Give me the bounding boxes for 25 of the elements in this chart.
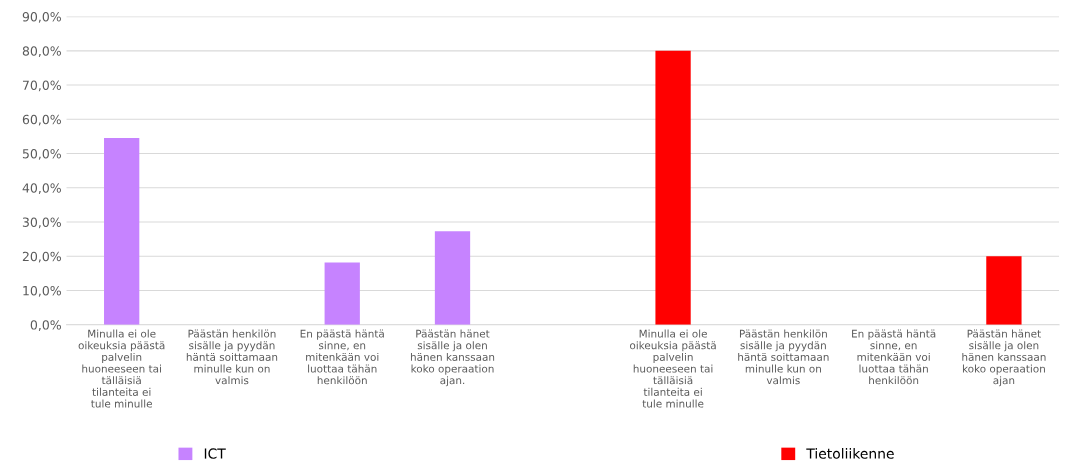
x-tick-label: Minulla ei ole oikeuksia päästä palvelin huoneeseen tai tälläisiä tilanteita ei tule minulle xyxy=(78,329,165,408)
y-tick-label: 70,0% xyxy=(22,80,61,92)
bar xyxy=(434,231,471,325)
y-tick-label: 50,0% xyxy=(22,149,61,160)
y-tick-label: 40,0% xyxy=(22,183,61,194)
x-tick-label: En päästä häntä sinne, en mitenkään voi luottaa tähän henkilöön xyxy=(852,329,936,385)
bar xyxy=(655,50,691,325)
x-tick-label: Päästän hänet sisälle ja olen hänen kanssaan koko operaation ajan. xyxy=(410,329,495,387)
y-tick-label: 80,0% xyxy=(22,46,61,58)
legend-label: Tietoliikenne xyxy=(806,448,894,459)
y-tick-label: 20,0% xyxy=(22,251,61,263)
y-tick-label: 0,0% xyxy=(30,320,61,331)
legend-label: ICT xyxy=(204,448,226,459)
x-tick-label: Päästän henkilön sisälle ja pyydän häntä soittamaan minulle kun on valmis xyxy=(186,329,278,385)
x-tick-label: Päästän hänet sisälle ja olen hänen kanssaan koko operaation ajan xyxy=(962,329,1046,387)
y-tick-label: 30,0% xyxy=(22,217,61,229)
x-tick-label: Päästän henkilön sisälle ja pyydän häntä soittamaan minulle kun on valmis xyxy=(738,329,829,385)
bar xyxy=(986,256,1022,325)
bar xyxy=(324,262,360,325)
x-tick-label: En päästä häntä sinne, en mitenkään voi luottaa tähän henkilöön xyxy=(300,329,384,385)
y-tick-label: 10,0% xyxy=(23,285,61,297)
x-tick-label: Minulla ei ole oikeuksia päästä palvelin huoneeseen tai tälläisiä tilanteita ei tule minulle xyxy=(630,329,716,408)
y-tick-label: 60,0% xyxy=(22,114,61,126)
y-tick-label: 90,0% xyxy=(22,12,61,23)
bar xyxy=(104,138,140,325)
